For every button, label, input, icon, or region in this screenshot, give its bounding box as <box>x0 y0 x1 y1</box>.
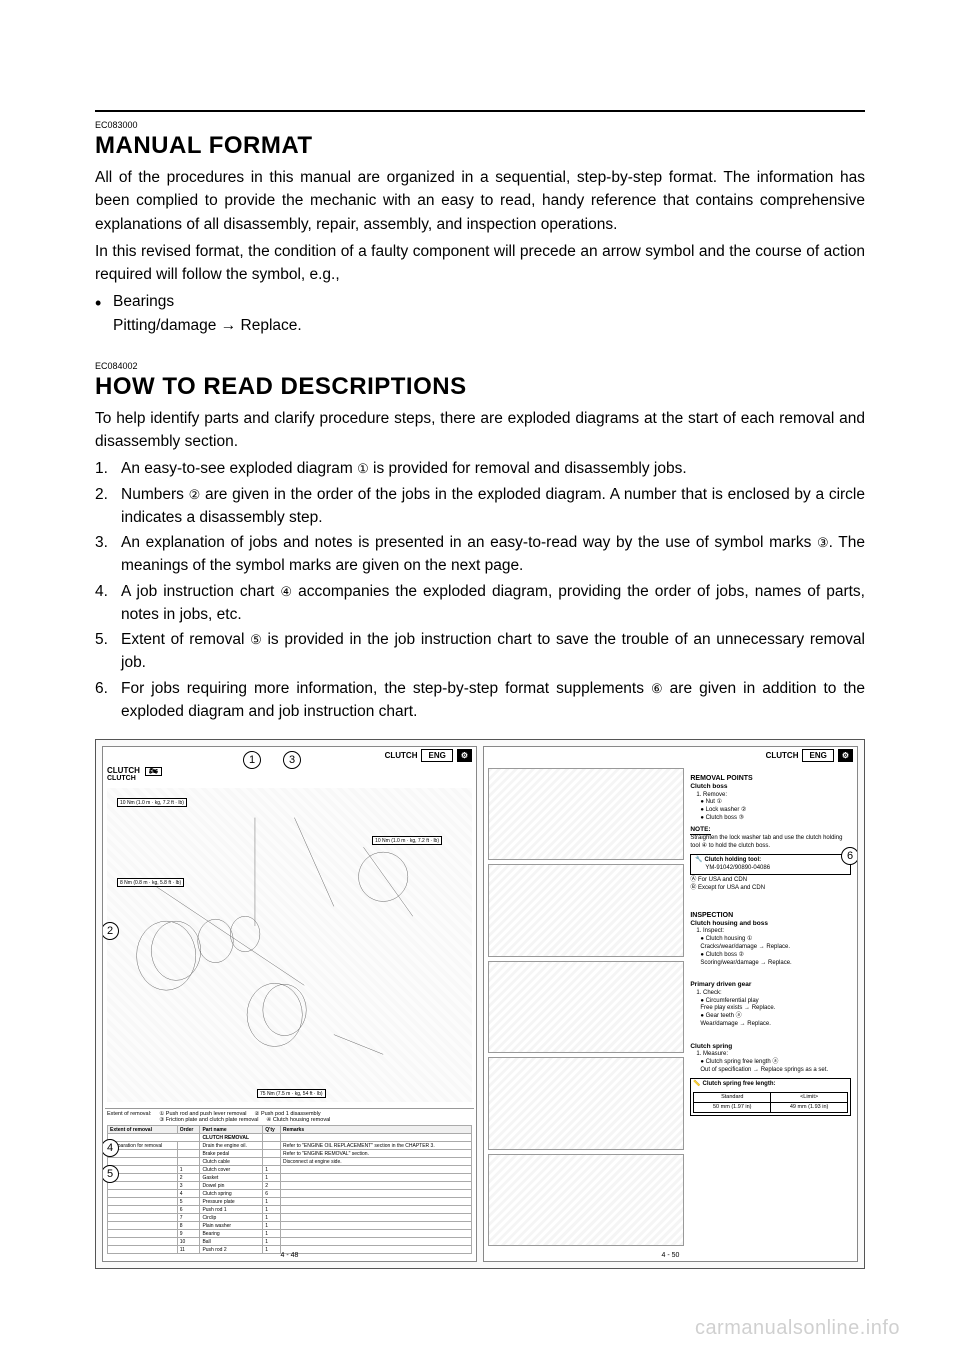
section1-title: MANUAL FORMAT <box>95 132 865 160</box>
exploded-diagram-area: 10 Nm (1.0 m · kg, 7.2 ft · lb) 8 Nm (0.… <box>107 788 472 1102</box>
right-page-num: 4 - 50 <box>484 1250 857 1261</box>
numbered-item: 4.A job instruction chart ④ accompanies … <box>95 580 865 627</box>
mini-img-5 <box>488 1154 684 1246</box>
torque-2: 8 Nm (0.8 m · kg, 5.8 ft · lb) <box>117 878 184 887</box>
torque-1: 10 Nm (1.0 m · kg, 7.2 ft · lb) <box>117 798 187 807</box>
bullet-bearings-sub: Pitting/damage → Replace. <box>95 314 865 337</box>
section2-para1: To help identify parts and clarify proce… <box>95 407 865 454</box>
left-page-num: 4 - 48 <box>103 1250 476 1261</box>
right-eng-box: ENG <box>802 749 833 762</box>
diagram-container: 1 3 2 4 5 CLUTCH ENG ⚙ CLUTCH 🏍 CLUTCH <box>95 739 865 1269</box>
parts-table: Extent of removalOrderPart nameQ'tyRemar… <box>107 1125 472 1254</box>
mini-img-3 <box>488 961 684 1053</box>
bullet-list: Bearings Pitting/damage → Replace. <box>95 290 865 337</box>
mini-img-4 <box>488 1057 684 1149</box>
torque-3: 10 Nm (1.0 m · kg, 7.2 ft · lb) <box>372 836 442 845</box>
numbered-item: 2.Numbers ② are given in the order of th… <box>95 483 865 530</box>
diagram-left-page: 1 3 2 4 5 CLUTCH ENG ⚙ CLUTCH 🏍 CLUTCH <box>102 746 477 1262</box>
callout-1: 1 <box>243 751 261 769</box>
watermark: carmanualsonline.info <box>695 1317 900 1340</box>
callout-6: 6 <box>841 847 858 865</box>
bullet-bearings: Bearings <box>95 290 865 313</box>
section1-para1: All of the procedures in this manual are… <box>95 166 865 236</box>
section2-code: EC084002 <box>95 361 865 371</box>
engine-icon-right: ⚙ <box>838 749 853 762</box>
section2-title: HOW TO READ DESCRIPTIONS <box>95 373 865 401</box>
right-image-column <box>488 768 684 1246</box>
left-eng-box: ENG <box>421 749 452 762</box>
numbered-item: 3.An explanation of jobs and notes is pr… <box>95 531 865 578</box>
numbered-item: 1.An easy-to-see exploded diagram ① is p… <box>95 457 865 480</box>
callout-3: 3 <box>283 751 301 769</box>
left-header-clutch: CLUTCH <box>385 751 418 760</box>
job-instruction-chart: Extent of removal: ① Push rod and push l… <box>105 1108 474 1248</box>
section1-code: EC083000 <box>95 120 865 130</box>
exploded-svg <box>107 788 472 1064</box>
mini-img-2 <box>488 864 684 956</box>
numbered-list: 1.An easy-to-see exploded diagram ① is p… <box>95 457 865 723</box>
right-text-column: REMOVAL POINTS Clutch boss 1. Remove: ● … <box>688 768 853 1246</box>
torque-4: 75 Nm (7.5 m · kg, 54 ft · lb) <box>257 1089 326 1098</box>
engine-icon: ⚙ <box>457 749 472 762</box>
right-header-clutch: CLUTCH <box>766 751 799 760</box>
tool-box: 🔧 Clutch holding tool: YM-91042/90890-04… <box>690 854 851 876</box>
section2: EC084002 HOW TO READ DESCRIPTIONS To hel… <box>95 361 865 723</box>
spring-spec-box: 📏 Clutch spring free length: Standard<Li… <box>690 1078 851 1116</box>
mini-img-1 <box>488 768 684 860</box>
section1-para2: In this revised format, the condition of… <box>95 240 865 287</box>
numbered-item: 5.Extent of removal ⑤ is provided in the… <box>95 628 865 675</box>
spec-table: Standard<Limit> 50 mm (1.97 in)49 mm (1.… <box>693 1092 848 1113</box>
numbered-item: 6.For jobs requiring more information, t… <box>95 677 865 724</box>
diagram-right-page: 6 CLUTCH ENG ⚙ REMOVAL POINTS Clutch bos… <box>483 746 858 1262</box>
top-divider <box>95 110 865 112</box>
right-header: CLUTCH ENG ⚙ <box>484 747 857 764</box>
